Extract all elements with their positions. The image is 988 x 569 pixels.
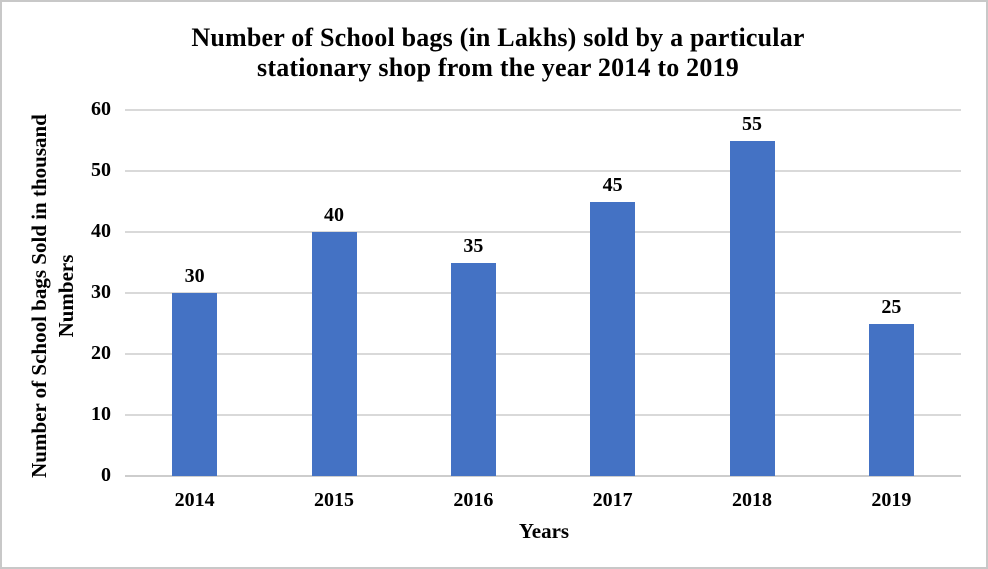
x-tick-label-2019: 2019 — [871, 489, 912, 511]
chart-title-line-1: Number of School bags (in Lakhs) sold by… — [191, 23, 805, 52]
plot-area: 0 10 20 30 40 50 60 30 2014 40 2015 35 2016 45 2017 55 2… — [91, 98, 961, 511]
gridline-20 — [125, 353, 961, 355]
x-tick-label-2015: 2015 — [314, 489, 354, 511]
bar-value-label-2014: 30 — [184, 265, 205, 287]
bar-2017 — [590, 201, 636, 476]
y-tick-label-40: 40 — [91, 220, 111, 242]
bar-value-label-2016: 35 — [463, 234, 484, 257]
bar-2014 — [172, 293, 218, 476]
bar-value-label-2017: 45 — [602, 173, 623, 196]
y-tick-label-30: 30 — [91, 281, 111, 303]
x-tick-label-2017: 2017 — [592, 489, 633, 511]
y-tick-label-20: 20 — [91, 342, 111, 364]
gridline-60 — [125, 109, 961, 111]
x-tick-label-2018: 2018 — [732, 489, 772, 511]
bar-2018 — [729, 140, 775, 476]
gridline-40 — [125, 231, 961, 233]
x-tick-label-2014: 2014 — [174, 489, 215, 511]
chart-title-line-2: stationary shop from the year 2014 to 20… — [257, 53, 739, 82]
gridline-30 — [125, 292, 961, 294]
x-axis-line — [125, 475, 961, 477]
bar-value-label-2019: 25 — [881, 295, 902, 318]
bar-value-label-2015: 40 — [324, 204, 344, 226]
y-tick-label-0: 0 — [101, 464, 111, 486]
gridline-10 — [125, 414, 961, 416]
bar-2015 — [311, 232, 357, 476]
bar-2016 — [450, 262, 496, 476]
y-tick-label-60: 60 — [91, 98, 111, 120]
y-tick-label-10: 10 — [91, 403, 111, 425]
bar-value-label-2018: 55 — [742, 112, 762, 135]
x-tick-label-2016: 2016 — [453, 489, 494, 511]
gridline-50 — [125, 170, 961, 172]
y-tick-label-50: 50 — [91, 159, 111, 181]
x-axis-title: Years — [518, 519, 570, 543]
chart-title: Number of School bags (in Lakhs) sold by… — [108, 23, 888, 83]
bar-2019 — [868, 323, 914, 476]
